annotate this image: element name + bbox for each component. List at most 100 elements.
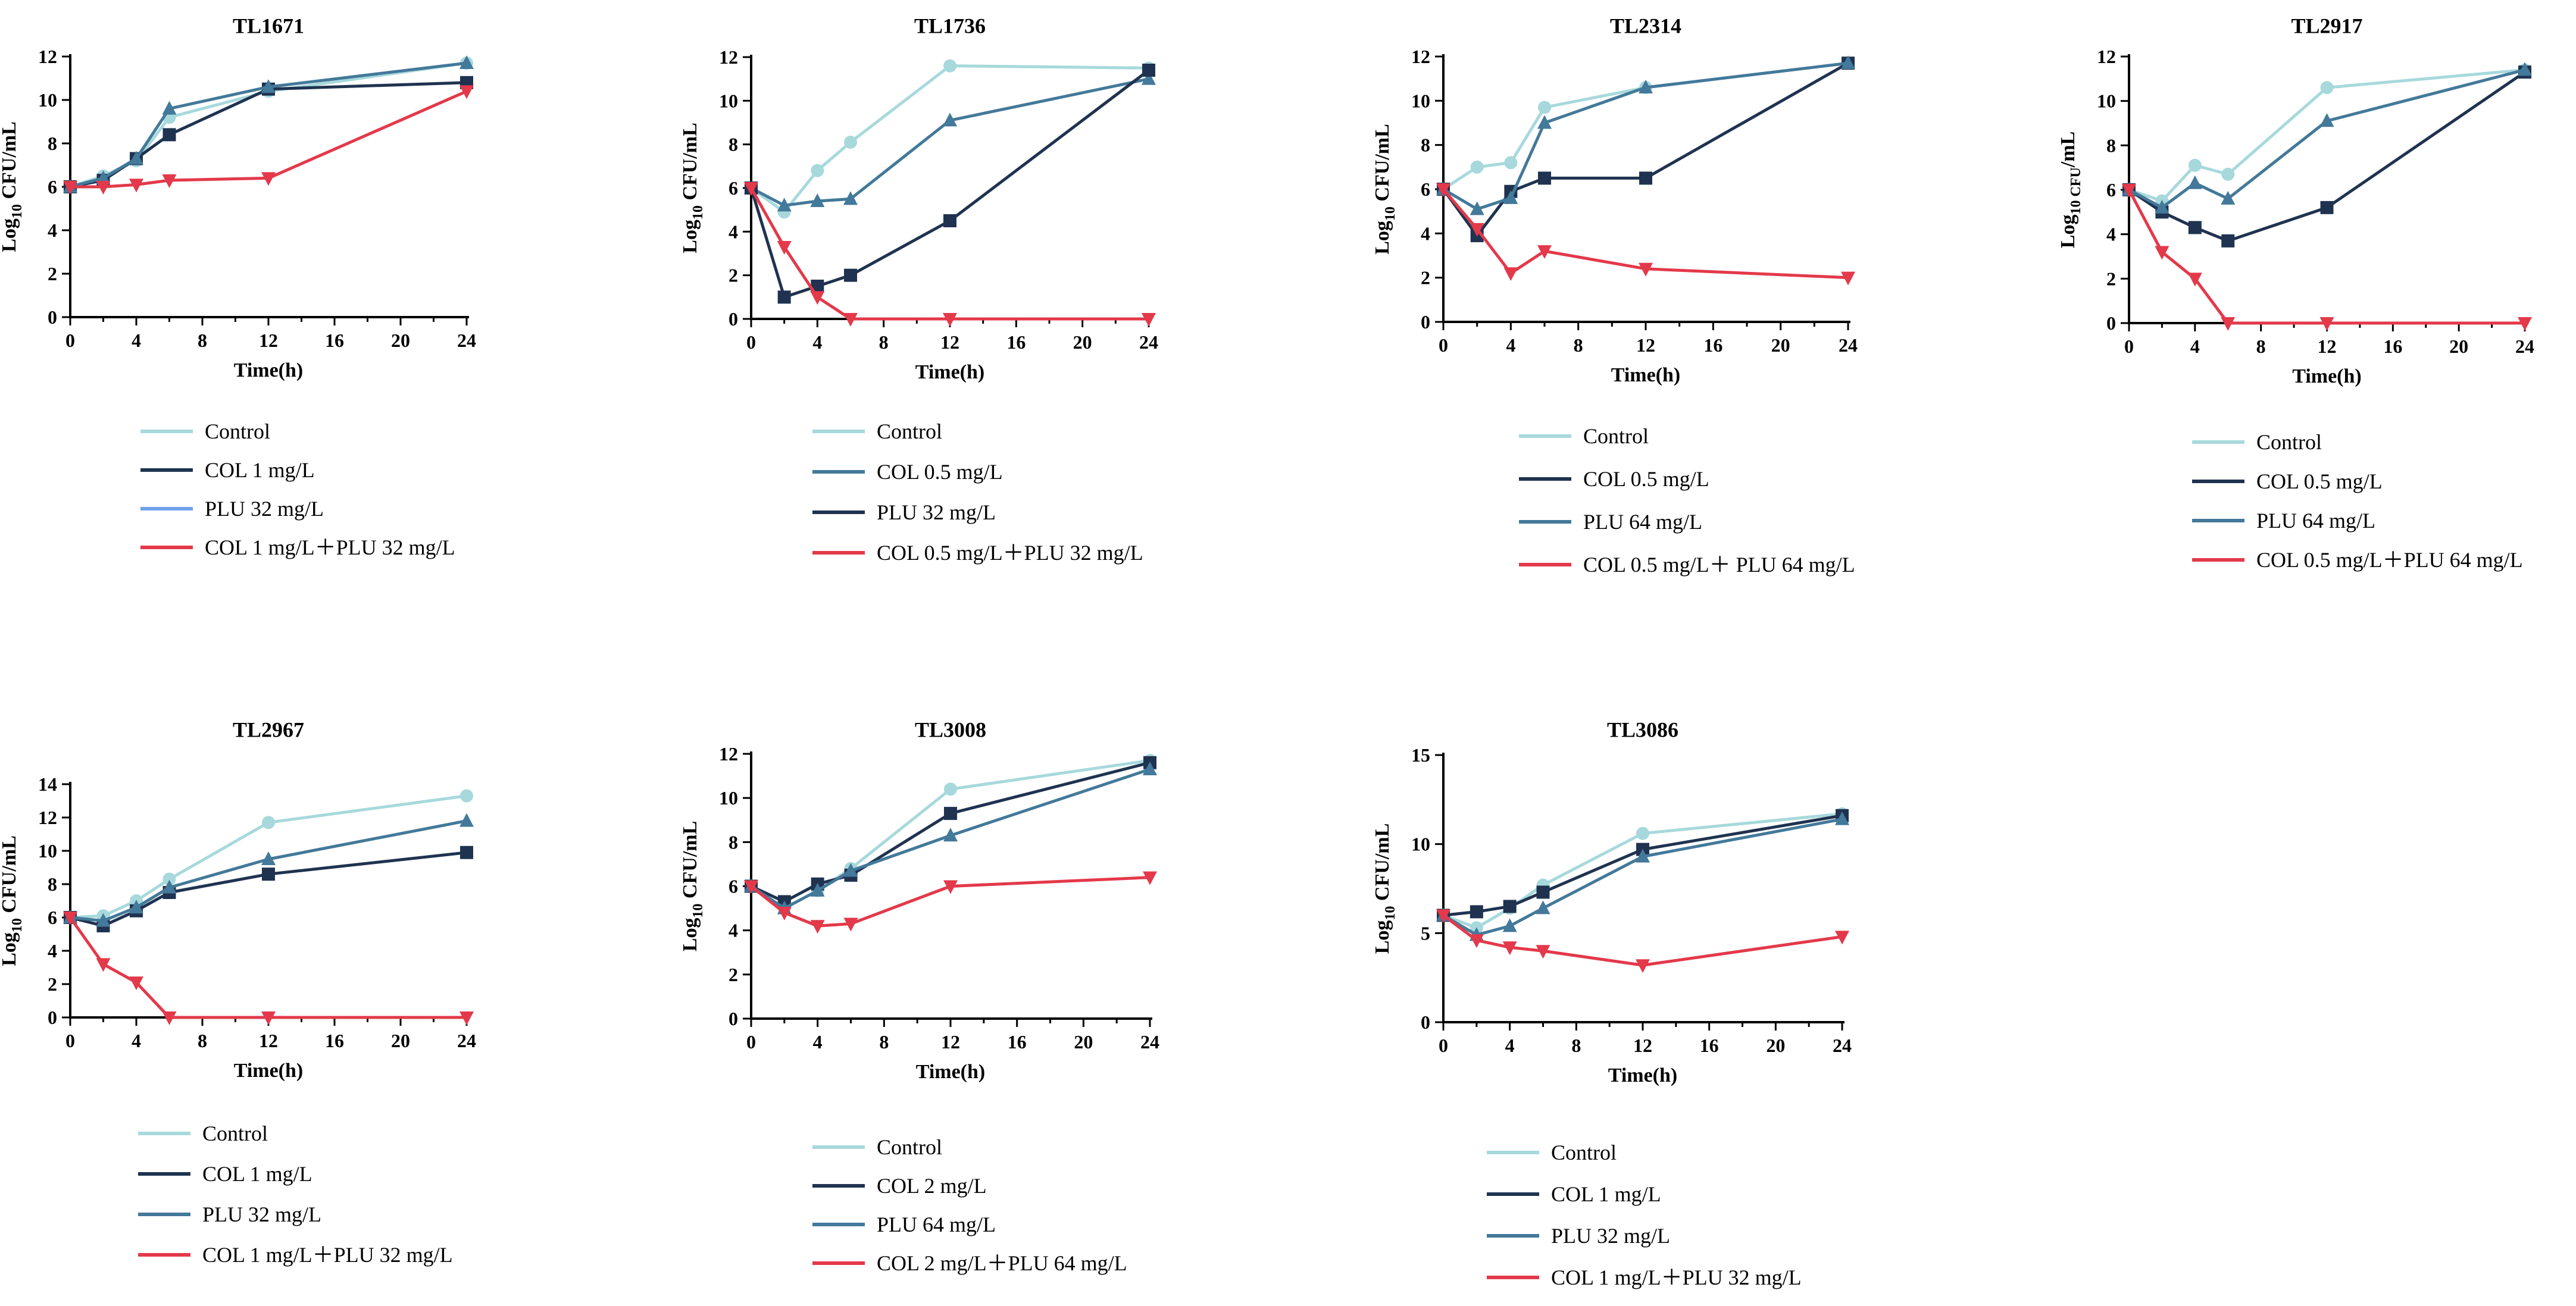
x-axis-label: Time(h) [915, 361, 984, 383]
data-point [810, 193, 825, 207]
y-tick-label: 4 [48, 220, 57, 241]
data-point [129, 976, 143, 991]
legend-label: PLU 64 mg/L [877, 1213, 996, 1236]
y-tick-label: 0 [48, 1007, 57, 1028]
data-point [777, 290, 791, 304]
data-point [2518, 317, 2532, 331]
data-point [1537, 115, 1552, 129]
y-tick-label: 12 [2097, 46, 2116, 67]
x-tick-label: 16 [1008, 1031, 1027, 1053]
data-point [129, 178, 143, 193]
legend-label: COL 2 mg/L＋PLU 64 mg/L [877, 1251, 1127, 1275]
data-point [777, 907, 792, 920]
x-tick-label: 4 [132, 1030, 141, 1051]
legend: Control COL 2 mg/L PLU 64 mg/L COL 2 mg/L＋P… [812, 1135, 1127, 1275]
series-line [2128, 71, 2526, 243]
y-tick-label: 8 [48, 873, 57, 895]
y-tick-label: 8 [729, 831, 738, 853]
data-point [1639, 262, 1653, 277]
x-tick-label: 4 [813, 1031, 823, 1053]
y-tick-label: 8 [1421, 134, 1430, 156]
x-tick-label: 24 [457, 1030, 476, 1051]
y-tick-label: 8 [48, 133, 57, 154]
data-point [1841, 55, 1855, 70]
chart-title: TL2314 [1610, 14, 1681, 38]
data-point [459, 55, 474, 69]
y-axis-label-part: CFU/mL [1371, 124, 1393, 206]
series-4 [63, 912, 474, 1025]
y-axis-label-part: Log [679, 918, 701, 952]
series-line [70, 819, 467, 923]
x-tick-label: 0 [746, 1031, 756, 1053]
y-tick-label: 12 [38, 46, 57, 67]
y-axis-label-part: CFU/mL [1371, 823, 1393, 906]
legend-label: COL 2 mg/L [877, 1174, 987, 1198]
series-line [1442, 61, 1849, 211]
data-point [261, 851, 276, 865]
x-tick-label: 4 [812, 331, 822, 353]
data-point [811, 164, 824, 177]
x-tick-label: 0 [1439, 334, 1448, 356]
y-axis-label-part: Log [2057, 215, 2079, 249]
series-line [749, 187, 1149, 321]
series-line [1442, 818, 1843, 937]
y-axis-label-subscript: 10 [690, 904, 706, 918]
data-point [2188, 158, 2202, 172]
data-point [1502, 941, 1517, 956]
y-tick-label: 15 [1411, 744, 1430, 766]
data-point [1636, 959, 1650, 973]
chart-title: TL2967 [233, 718, 304, 742]
data-point [843, 191, 858, 205]
x-tick-label: 12 [2318, 336, 2337, 357]
y-tick-label: 2 [1421, 267, 1430, 289]
data-point [63, 181, 77, 195]
series-3 [1436, 55, 1855, 215]
legend-label: Control [877, 1135, 942, 1159]
x-tick-label: 8 [1571, 1035, 1581, 1056]
y-tick-label: 0 [2106, 312, 2116, 334]
data-point [162, 128, 176, 142]
data-point [844, 136, 857, 149]
data-point [162, 1011, 177, 1025]
y-axis-label-part: Log [0, 932, 20, 966]
legend-label: COL 0.5 mg/L＋PLU 32 mg/L [877, 541, 1143, 565]
y-axis-label: Log10 CFU/mL [679, 821, 706, 952]
y-tick-label: 6 [1421, 178, 1430, 200]
data-point [1538, 171, 1551, 185]
series-line [68, 916, 467, 1019]
data-point [2221, 234, 2235, 248]
data-point [459, 85, 474, 99]
x-tick-label: 4 [132, 330, 141, 351]
x-tick-label: 8 [879, 1031, 889, 1053]
data-point [96, 913, 111, 927]
data-point [162, 872, 176, 886]
x-axis-label: Time(h) [234, 1060, 303, 1082]
legend-label: COL 1 mg/L [1551, 1182, 1661, 1206]
y-tick-label: 0 [1421, 311, 1430, 333]
data-point [777, 241, 792, 255]
x-tick-label: 12 [259, 330, 278, 351]
data-point [2320, 81, 2334, 95]
x-tick-label: 20 [1074, 1031, 1093, 1053]
series-line [1442, 914, 1843, 967]
x-tick-label: 20 [2449, 336, 2468, 357]
data-point [96, 181, 111, 195]
y-axis-label: Log10 CFU/mL [0, 835, 25, 966]
data-point [1502, 918, 1517, 932]
series-line [750, 77, 1149, 207]
data-point [1636, 826, 1649, 840]
x-tick-label: 0 [1439, 1035, 1448, 1056]
series-3 [63, 55, 474, 193]
x-tick-label: 8 [198, 330, 207, 351]
data-point [2187, 175, 2202, 189]
x-tick-label: 8 [1574, 334, 1583, 356]
data-point [1639, 80, 1653, 94]
legend-label: Control [202, 1122, 268, 1145]
legend-label: COL 1 mg/L [205, 458, 315, 482]
legend-label: Control [1583, 424, 1649, 448]
data-point [1536, 885, 1550, 899]
x-tick-label: 16 [325, 330, 344, 351]
data-point [1639, 171, 1652, 185]
